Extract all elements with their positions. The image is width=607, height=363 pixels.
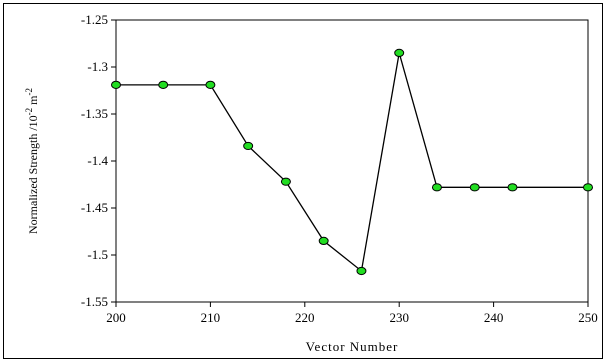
y-axis-title-exponent: -2 <box>24 108 34 116</box>
data-point <box>469 183 480 192</box>
y-tick-label: -1.4 <box>87 153 108 168</box>
data-point <box>431 183 442 192</box>
series <box>111 48 593 276</box>
y-tick-label: -1.35 <box>81 106 108 121</box>
data-point <box>356 266 367 276</box>
y-tick-label: -1.55 <box>81 294 108 309</box>
data-point <box>205 80 216 89</box>
y-axis-title-unit-exponent: -2 <box>24 88 34 96</box>
series-line <box>116 52 588 273</box>
y-axis-title-unit: m <box>26 95 40 108</box>
data-point <box>280 177 291 186</box>
x-axis-title: Vector Number <box>306 339 399 354</box>
y-tick-label: -1.5 <box>87 247 108 262</box>
data-point <box>318 236 329 245</box>
y-tick-label: -1.25 <box>81 12 108 27</box>
x-tick-label: 210 <box>201 310 221 325</box>
data-point <box>243 141 254 151</box>
y-axis-title-main: Normalized Strength /10 <box>26 115 40 234</box>
data-point <box>583 183 593 192</box>
x-tick-label: 250 <box>578 310 598 325</box>
x-tick-label: 230 <box>389 310 409 325</box>
x-tick-label: 200 <box>106 310 126 325</box>
plot-area <box>115 19 589 303</box>
y-tick-label: -1.3 <box>87 59 108 74</box>
data-point <box>507 183 518 192</box>
x-axis: 200 210 220 230 240 250 <box>106 302 598 325</box>
data-point <box>158 80 169 89</box>
y-axis-title: Normalized Strength /10-2 m-2 <box>24 88 40 234</box>
data-point <box>394 48 405 58</box>
x-tick-label: 240 <box>484 310 504 325</box>
data-point <box>111 80 121 89</box>
x-tick-label: 220 <box>295 310 315 325</box>
y-tick-label: -1.45 <box>81 200 108 215</box>
y-axis: -1.25 -1.3 -1.35 -1.4 -1.45 -1.5 -1.55 <box>81 12 116 309</box>
